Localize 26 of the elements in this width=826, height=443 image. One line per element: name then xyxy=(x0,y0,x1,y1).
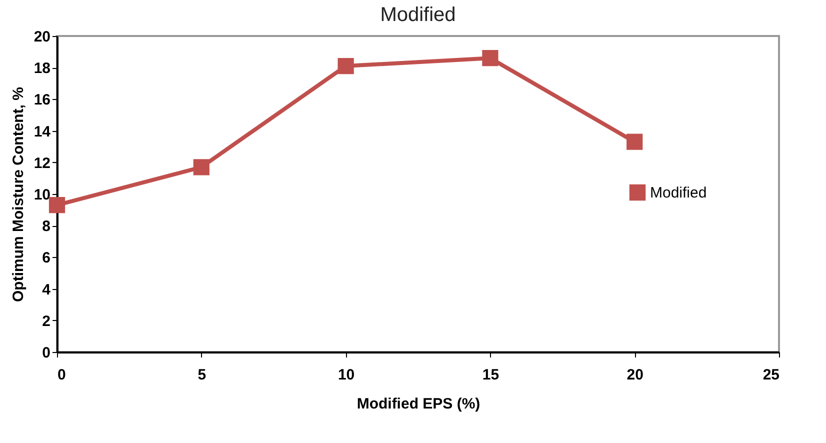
y-tick-label: 2 xyxy=(42,312,50,330)
x-tick-label: 5 xyxy=(198,366,206,384)
point xyxy=(482,50,498,66)
x-tick-label: 10 xyxy=(338,366,355,384)
y-tick-label: 20 xyxy=(34,28,50,46)
y-tick-label: 18 xyxy=(34,60,50,78)
x-axis-title: Modified EPS (%) xyxy=(356,396,480,412)
y-axis-title: Optimum Moisture Content, % xyxy=(10,87,27,302)
y-tick-label: 10 xyxy=(34,186,50,204)
x-tick-label: 15 xyxy=(482,366,500,384)
x-tick-label: 25 xyxy=(762,366,780,384)
y-tick-label: 14 xyxy=(34,123,52,140)
legend-label: Modified xyxy=(650,184,707,202)
y-tick-label: 12 xyxy=(34,154,50,172)
x-tick-label: 20 xyxy=(626,366,644,384)
point xyxy=(626,134,643,150)
y-tick-label: 8 xyxy=(42,218,50,236)
y-tick-label: 16 xyxy=(34,92,50,109)
y-tick-label: 4 xyxy=(42,281,52,298)
chart-title: Modified xyxy=(380,4,456,26)
y-tick-label: 0 xyxy=(42,344,50,362)
point xyxy=(338,58,354,74)
y-tick-label: 6 xyxy=(42,250,50,267)
x-tick-label: 0 xyxy=(58,366,66,384)
point xyxy=(48,197,66,214)
point xyxy=(193,159,210,176)
